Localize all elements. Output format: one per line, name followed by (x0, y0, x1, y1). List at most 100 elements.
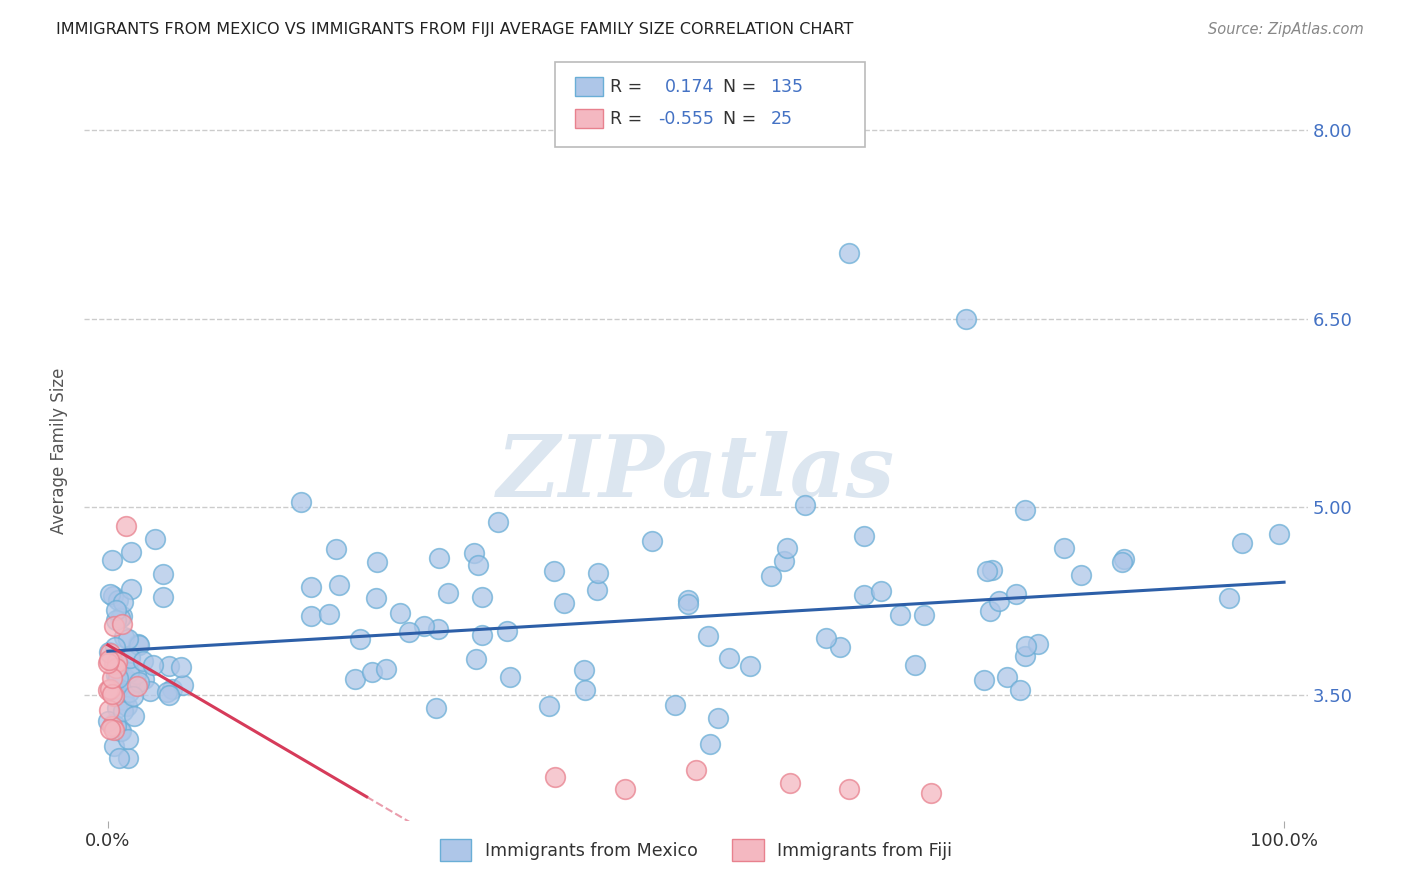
Y-axis label: Average Family Size: Average Family Size (51, 368, 69, 533)
Point (486, 516, 509, 530)
Point (98, 653, 121, 667)
Point (103, 717, 125, 731)
Point (118, 649, 141, 664)
Point (98, 587, 121, 601)
Point (156, 685, 179, 699)
Point (1053, 541, 1076, 556)
Point (142, 658, 165, 673)
Point (437, 586, 460, 600)
Point (299, 580, 322, 594)
Point (793, 498, 815, 512)
Text: 0.174: 0.174 (665, 78, 714, 95)
Point (1112, 551, 1135, 566)
Point (995, 670, 1018, 684)
Point (111, 608, 134, 623)
Point (389, 606, 412, 620)
Point (325, 541, 347, 556)
Point (128, 638, 150, 652)
Point (830, 640, 852, 654)
Point (1218, 591, 1240, 605)
Point (97, 714, 120, 729)
Point (103, 689, 125, 703)
Text: R =: R = (610, 110, 643, 128)
Text: -0.555: -0.555 (658, 110, 714, 128)
Point (111, 672, 134, 686)
Point (101, 589, 124, 603)
Point (775, 541, 797, 555)
Point (98, 646, 121, 660)
Point (120, 674, 142, 689)
Point (678, 597, 700, 611)
Point (676, 593, 699, 607)
Point (107, 751, 129, 765)
Point (1014, 648, 1036, 663)
Text: ZIPatlas: ZIPatlas (496, 431, 896, 515)
Point (838, 782, 860, 797)
Point (815, 632, 838, 646)
Point (425, 701, 447, 715)
Point (853, 529, 876, 543)
Point (132, 654, 155, 668)
Point (125, 680, 148, 694)
Point (105, 613, 128, 627)
Point (614, 782, 637, 797)
Point (107, 659, 129, 673)
Point (718, 651, 741, 665)
Point (110, 723, 132, 738)
Point (1230, 536, 1253, 550)
Point (124, 708, 146, 723)
Point (103, 619, 125, 633)
Point (543, 564, 565, 578)
Point (299, 609, 322, 624)
Point (467, 558, 489, 572)
Point (1267, 527, 1289, 541)
Point (374, 662, 396, 676)
Point (413, 619, 436, 633)
Point (121, 689, 143, 703)
Point (1005, 587, 1028, 601)
Point (471, 590, 494, 604)
Point (366, 591, 388, 605)
Point (465, 651, 488, 665)
Point (127, 637, 149, 651)
Point (120, 582, 142, 596)
Point (979, 605, 1001, 619)
Point (1014, 503, 1036, 517)
Point (318, 607, 340, 621)
Point (426, 622, 449, 636)
Point (172, 678, 194, 692)
Point (553, 596, 575, 610)
Point (740, 659, 762, 673)
Point (103, 739, 125, 753)
Point (125, 675, 148, 690)
Text: N =: N = (723, 110, 756, 128)
Point (105, 655, 128, 669)
Point (118, 685, 141, 699)
Point (988, 594, 1011, 608)
Point (707, 711, 730, 725)
Point (343, 672, 366, 686)
Point (699, 737, 721, 751)
Point (97, 656, 120, 670)
Point (105, 603, 128, 617)
Point (574, 682, 596, 697)
Point (160, 682, 183, 697)
Point (111, 616, 134, 631)
Point (685, 764, 707, 778)
Point (128, 675, 150, 690)
Point (641, 534, 664, 549)
Point (104, 719, 127, 733)
Point (290, 495, 312, 509)
Point (973, 673, 995, 687)
Text: Source: ZipAtlas.com: Source: ZipAtlas.com (1208, 22, 1364, 37)
Point (586, 566, 609, 581)
Point (955, 311, 977, 326)
Point (120, 545, 142, 559)
Point (1111, 555, 1133, 569)
Point (98, 645, 121, 659)
Point (117, 732, 139, 747)
Point (838, 246, 860, 260)
Point (772, 554, 794, 568)
Point (108, 724, 131, 739)
Point (920, 786, 942, 800)
